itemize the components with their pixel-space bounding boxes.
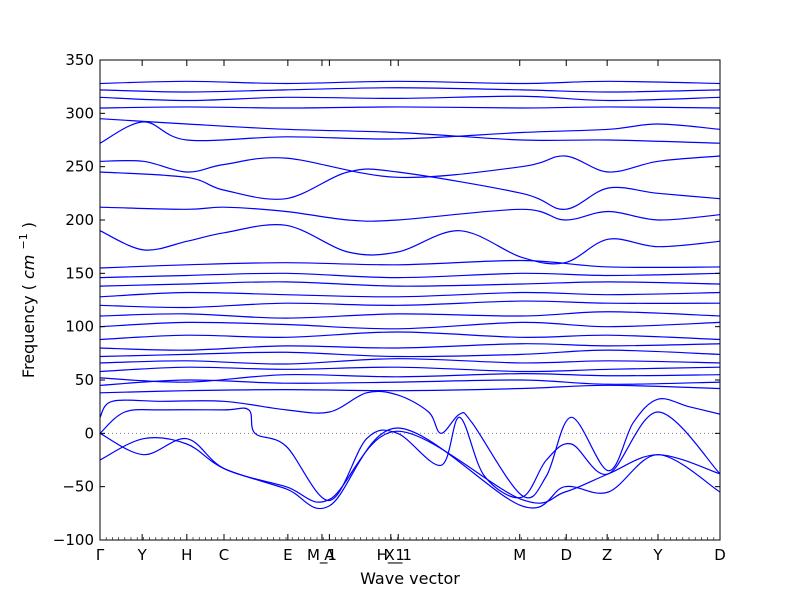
y-tick-label: −50 <box>62 478 94 496</box>
y-tick-label: 200 <box>65 211 94 229</box>
band-line <box>100 407 720 502</box>
band-line <box>100 358 720 365</box>
y-tick-label: 300 <box>65 104 94 122</box>
band-line <box>100 366 720 373</box>
x-tick-label: H <box>181 546 192 564</box>
band-line <box>100 259 720 269</box>
band-line <box>100 155 720 179</box>
x-tick-label: C <box>219 546 229 564</box>
y-axis-title-paren-open: ( <box>19 284 38 290</box>
band-line <box>100 121 720 144</box>
y-axis: −100 −50 0 50 100 150 200 250 300 350 <box>53 51 720 549</box>
y-tick-label: 150 <box>65 264 94 282</box>
x-tick-label: D <box>714 546 726 564</box>
band-line <box>100 311 720 319</box>
band-line <box>100 106 720 109</box>
band-line <box>100 390 720 499</box>
band-line <box>100 272 720 279</box>
band-line <box>100 118 720 144</box>
band-line <box>100 331 720 341</box>
band-line <box>100 343 720 351</box>
y-axis-title-unit-exponent: −1 <box>17 233 30 249</box>
y-tick-label: 50 <box>75 371 94 389</box>
x-tick-label: M <box>513 546 526 564</box>
y-axis-title-unit: cm <box>19 255 38 279</box>
x-tick-label: M_1 <box>307 546 337 565</box>
band-line <box>100 321 720 330</box>
band-line <box>100 349 720 358</box>
y-tick-label: 100 <box>65 318 94 336</box>
plot-frame <box>99 59 721 541</box>
x-tick-label: A <box>324 546 335 564</box>
band-line <box>100 168 720 210</box>
band-line <box>100 372 720 383</box>
y-tick-label: −100 <box>53 531 94 549</box>
band-line <box>100 206 720 222</box>
band-line <box>100 291 720 298</box>
band-line <box>100 281 720 287</box>
y-axis-title-text: Frequency <box>19 295 38 378</box>
x-tick-label: Y <box>137 546 148 564</box>
plot-area <box>100 80 720 509</box>
x-tick-label: Y <box>652 546 663 564</box>
band-line <box>100 379 720 386</box>
y-tick-label: 0 <box>84 424 94 442</box>
band-line <box>100 300 720 309</box>
band-line <box>100 427 720 509</box>
x-tick-label: E <box>283 546 292 564</box>
band-line <box>100 224 720 265</box>
band-line <box>100 87 720 93</box>
y-tick-label: 250 <box>65 158 94 176</box>
x-tick-label: D <box>560 546 572 564</box>
y-axis-title-paren-close: ) <box>19 222 38 228</box>
band-line <box>100 384 720 394</box>
x-tick-label: Z <box>602 546 612 564</box>
x-tick-label: H_1 <box>377 546 405 565</box>
x-axis-title: Wave vector <box>360 569 460 588</box>
band-line <box>100 80 720 85</box>
y-axis-title: Frequency ( cm −1 ) <box>12 222 38 378</box>
x-tick-label: X_1 <box>385 546 412 565</box>
y-tick-label: 350 <box>65 51 94 69</box>
x-tick-label: Γ <box>96 546 105 564</box>
band-line <box>100 95 720 102</box>
